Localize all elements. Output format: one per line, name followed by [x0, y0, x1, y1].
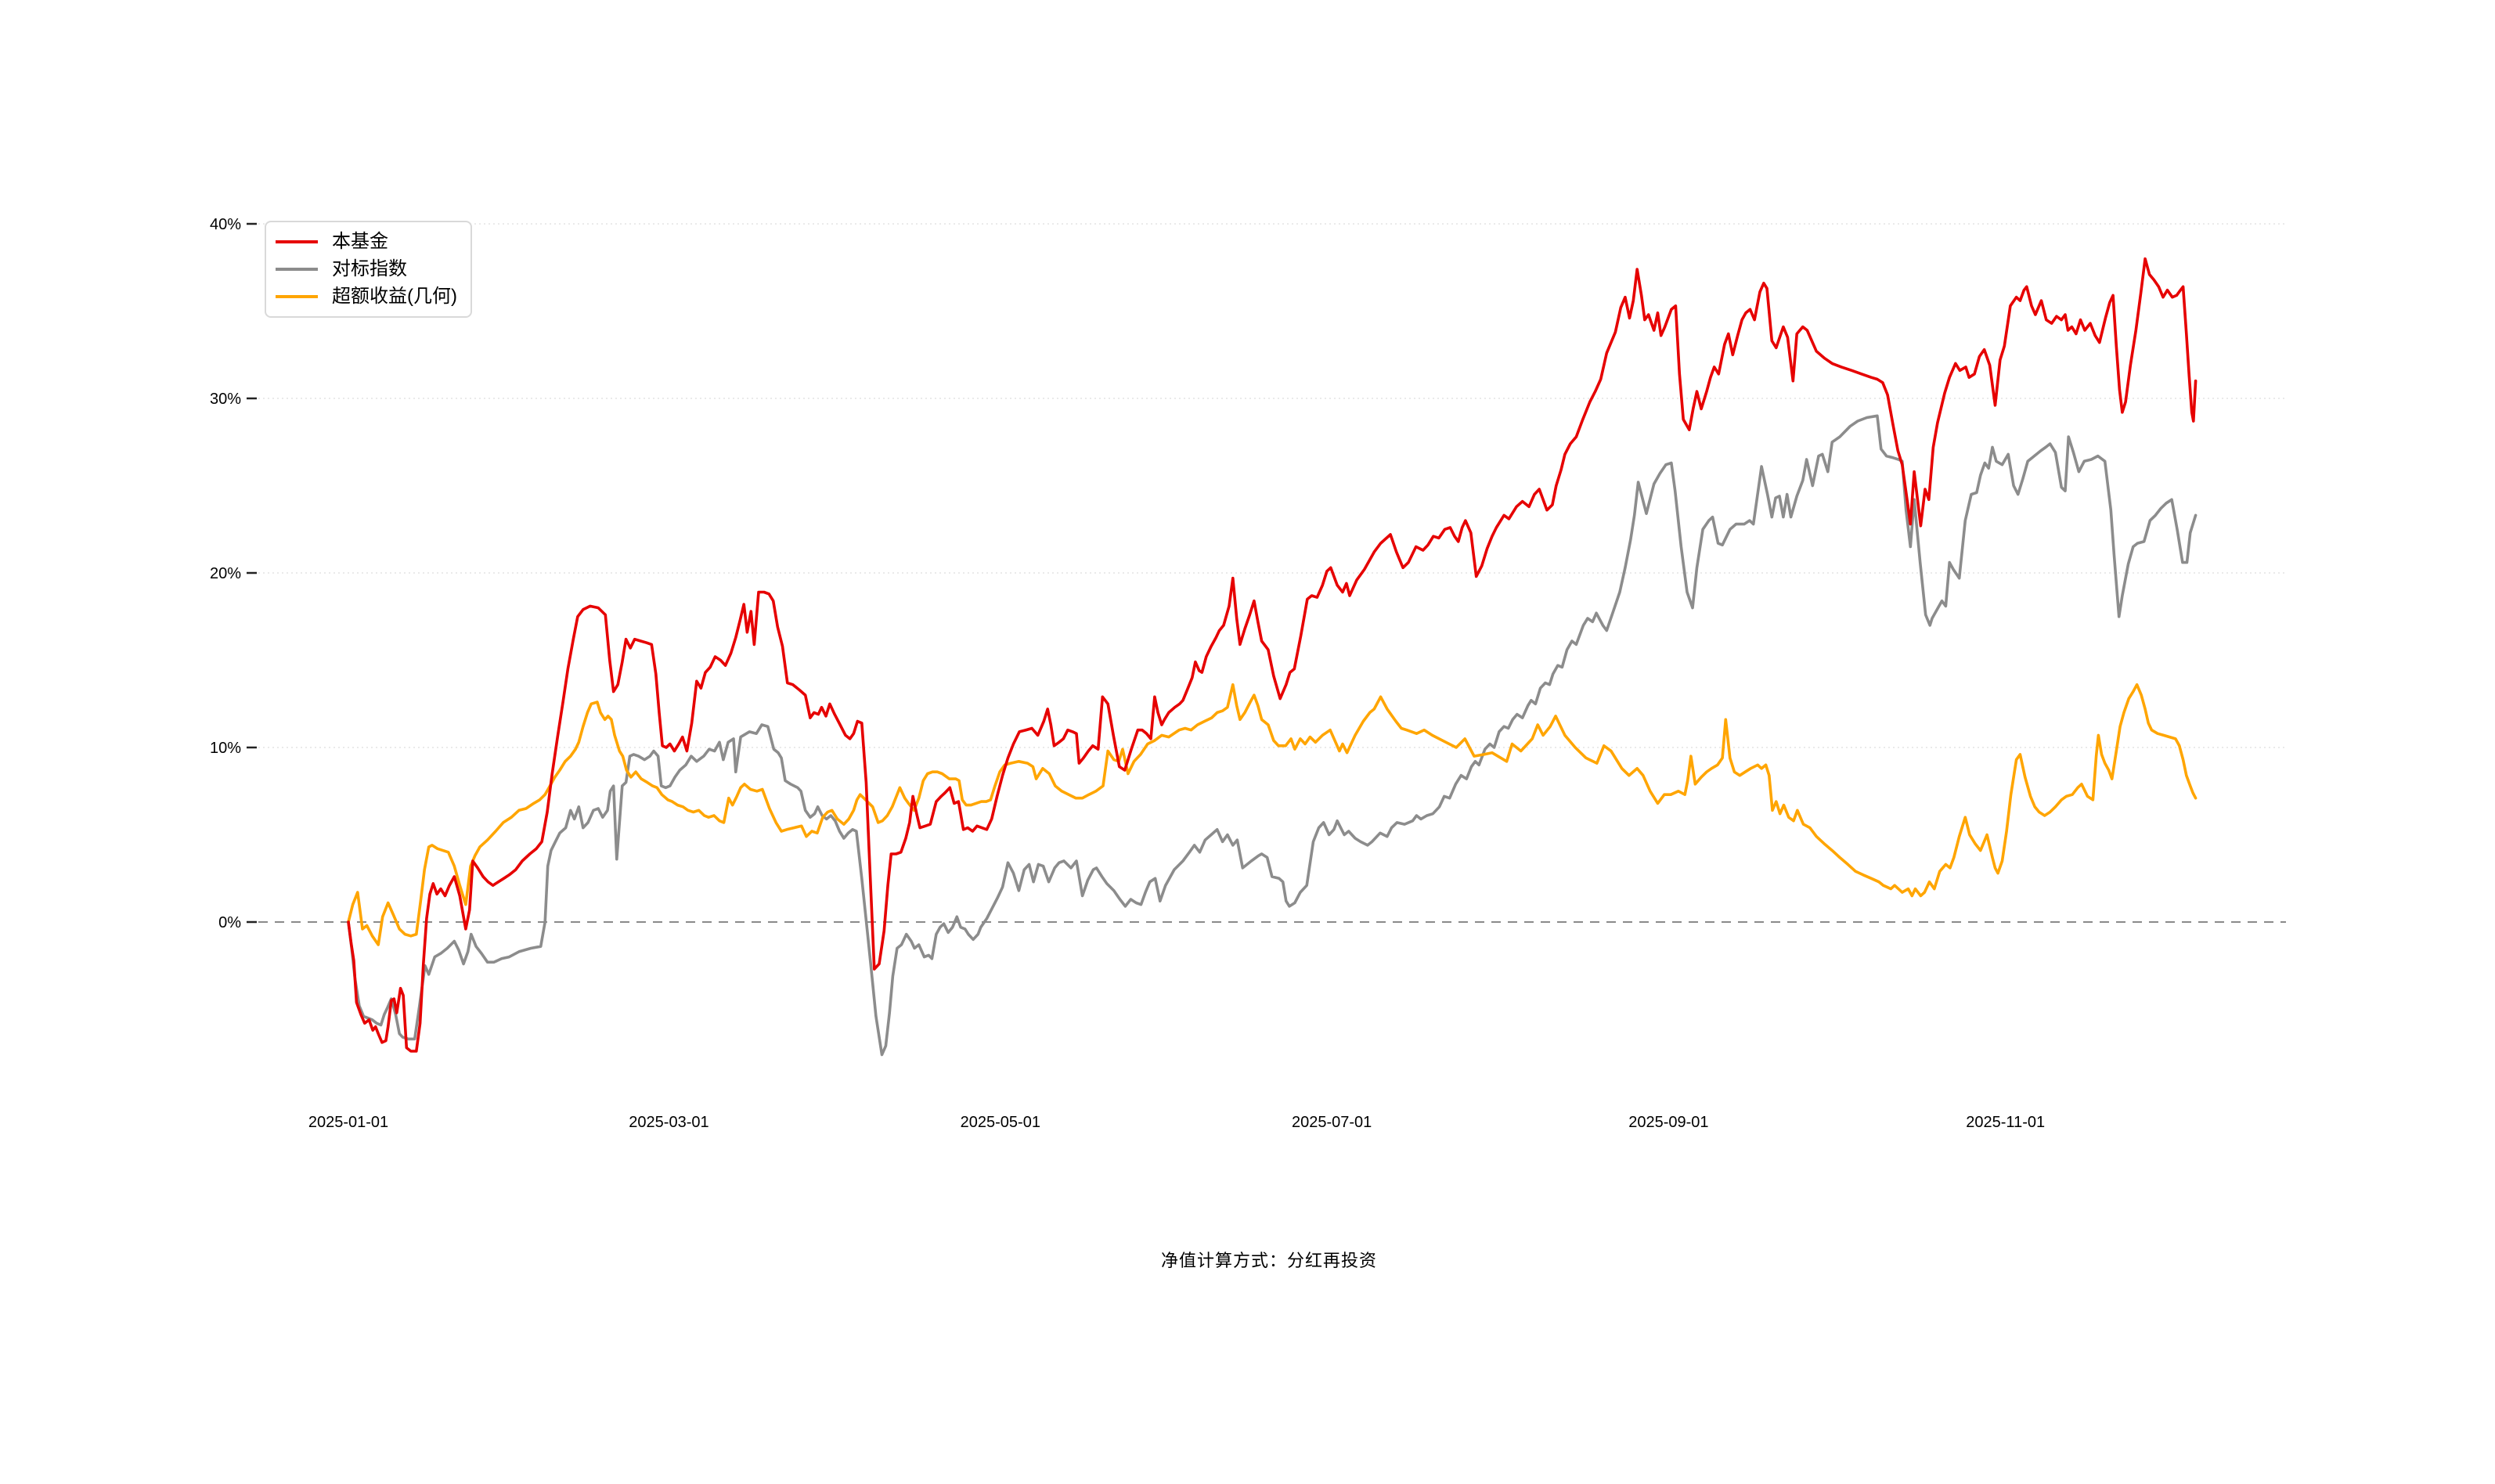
legend-label-benchmark: 对标指数	[332, 258, 407, 279]
x-axis-label-2025-03-01: 2025-03-01	[629, 1114, 708, 1131]
x-axis-label-2025-11-01: 2025-11-01	[1966, 1114, 2045, 1131]
x-axis-label-2025-01-01: 2025-01-01	[308, 1114, 388, 1131]
nav-method-caption: 净值计算方式：分红再投资	[1160, 1251, 1378, 1270]
y-axis-label-0: 0%	[218, 914, 241, 931]
legend-swatch-excess_return	[276, 295, 318, 298]
y-axis-label-40: 40%	[210, 216, 241, 233]
y-axis-label-30: 30%	[210, 391, 241, 408]
y-axis-label-20: 20%	[210, 565, 241, 582]
legend-label-fund: 本基金	[332, 231, 388, 252]
legend-label-excess_return: 超额收益(几何)	[332, 286, 457, 307]
x-axis-label-2025-09-01: 2025-09-01	[1628, 1114, 1708, 1131]
series-line-excess_return	[347, 683, 2198, 946]
x-axis-label-2025-05-01: 2025-05-01	[961, 1114, 1040, 1131]
legend-swatch-fund	[276, 240, 318, 243]
legend-item-benchmark: 对标指数	[276, 259, 456, 279]
legend-item-excess_return: 超额收益(几何)	[276, 286, 457, 307]
legend-swatch-benchmark	[276, 268, 318, 271]
series-line-fund	[347, 257, 2198, 1053]
chart-legend: 本基金对标指数超额收益(几何)	[265, 221, 472, 318]
series-line-benchmark	[347, 414, 2198, 1057]
x-axis-label-2025-07-01: 2025-07-01	[1292, 1114, 1372, 1131]
y-axis-label-10: 10%	[210, 740, 241, 757]
legend-item-fund: 本基金	[276, 232, 456, 252]
